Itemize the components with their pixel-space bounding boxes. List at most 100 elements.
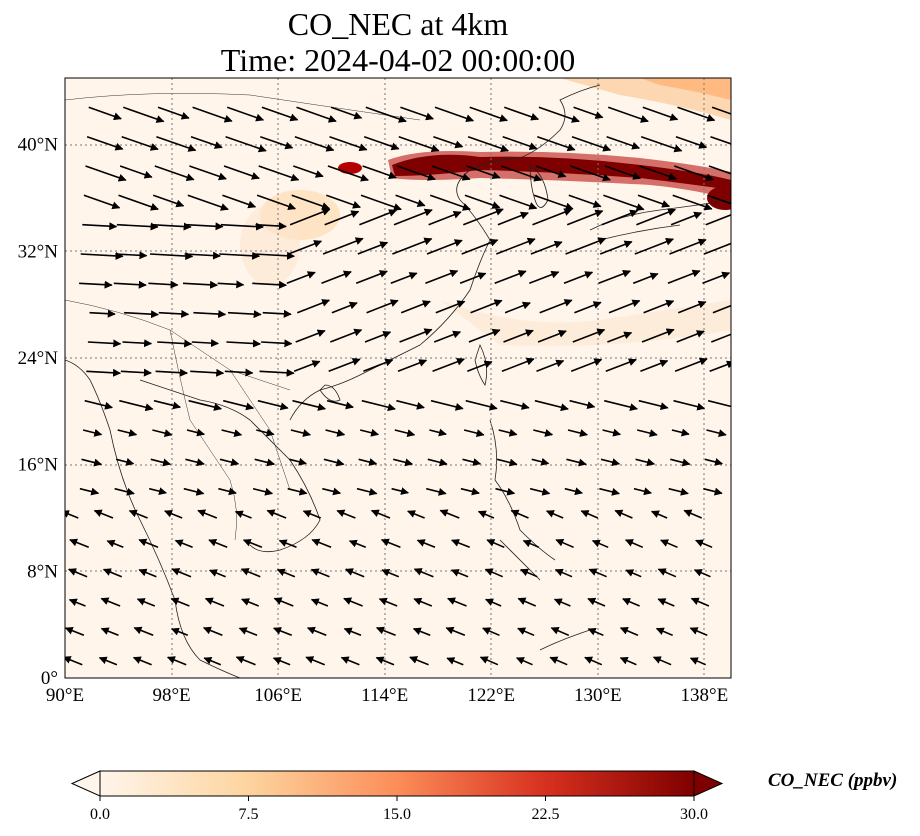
wind-arrow [670,458,691,467]
wind-arrow [394,429,416,438]
wind-arrow [642,106,679,121]
wind-arrow [446,657,464,666]
wind-arrow [622,597,640,607]
wind-arrow [68,598,86,607]
wind-arrow [689,657,707,666]
wind-arrow [588,568,607,578]
wind-arrow [711,106,731,115]
colorbar-extend-max [693,770,724,797]
wind-arrow [601,209,639,226]
wind-arrow [88,106,122,121]
wind-arrow [297,299,331,314]
wind-arrow [574,301,602,314]
wind-arrow [365,106,407,123]
wind-arrow [675,135,708,149]
wind-arrow [366,299,399,314]
lat-tick-label: 24°N [18,348,59,369]
lat-tick-label: 0° [41,668,58,689]
wind-arrow [605,358,637,373]
wind-arrow [293,360,321,373]
wind-arrow [555,538,574,549]
wind-arrow [683,509,703,519]
wind-arrow [360,194,402,211]
colorbar-tick-label: 22.5 [531,806,560,823]
wind-arrow [396,165,436,181]
wind-arrow [189,165,227,181]
wind-arrow [192,106,233,123]
wind-arrow [640,135,683,153]
wind-arrow [188,399,222,411]
wind-arrow [667,269,701,285]
wind-arrow [190,368,225,377]
wind-arrow [599,487,620,496]
wind-arrow [355,270,388,285]
wind-arrow [633,487,652,496]
wind-arrow [517,597,537,607]
wind-arrow [311,538,332,549]
wind-arrow [591,539,609,549]
wind-arrow [624,539,644,549]
wind-arrow [322,487,342,496]
wind-arrow [428,210,462,226]
wind-arrow [477,510,495,519]
wind-arrow [98,656,118,666]
wind-arrow [704,458,723,466]
wind-arrow [344,568,365,578]
wind-arrow [218,487,237,496]
wind-arrow [191,339,219,348]
wind-arrow [381,568,400,578]
wind-arrow [186,222,224,231]
wind-arrow [584,656,603,666]
wind-arrow [133,626,154,637]
wind-arrow [260,135,294,150]
wind-arrow [82,222,118,231]
wind-arrow [413,597,433,607]
wind-arrow [535,165,567,178]
wind-arrow [608,299,641,314]
wind-arrow [375,626,396,637]
coastlines [65,84,731,678]
wind-arrow [128,509,148,519]
wind-arrow [619,656,637,666]
wind-arrow [327,165,369,182]
wind-arrow [430,399,464,411]
wind-arrow [643,299,675,314]
wind-arrow [657,598,675,607]
wind-arrow [451,539,470,549]
colorbar [70,770,724,801]
wind-arrow [326,399,354,410]
wind-arrow [669,238,707,255]
wind-arrow [242,538,263,549]
wind-arrow [286,271,316,285]
wind-arrow [510,509,529,519]
wind-arrow [132,656,152,666]
wind-arrow [413,568,434,578]
wind-arrow [306,626,327,637]
lat-tick-label: 8°N [27,561,58,582]
wind-arrow [632,272,659,285]
wind-arrow [606,135,641,150]
wind-arrow [705,213,731,226]
wind-arrow [120,368,152,377]
wind-arrow [343,597,363,607]
wind-arrow [89,309,116,318]
wind-arrow [400,300,431,314]
wind-arrow [325,429,346,437]
wind-arrow [321,270,352,285]
wind-arrow [256,194,297,211]
wind-arrow [190,135,223,149]
wind-arrow [254,458,276,467]
wind-arrow [81,458,103,467]
wind-arrow [429,194,471,211]
wind-arrow [155,368,188,377]
wind-arrow [619,627,639,637]
wind-arrow [600,458,621,467]
wind-arrow [82,428,103,437]
wind-arrow [102,568,122,578]
wind-arrow [119,399,154,412]
wind-arrow [294,135,335,152]
wind-arrow [329,135,368,152]
wind-arrow [634,237,674,255]
wind-arrow [65,510,79,519]
wind-arrow [709,360,731,373]
